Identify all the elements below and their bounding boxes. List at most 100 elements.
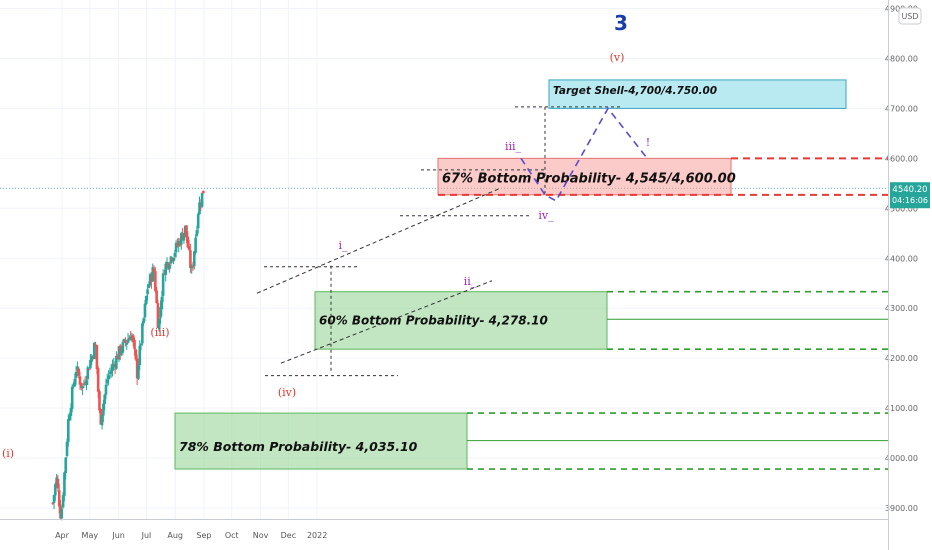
price-tick-label: 4000.00 xyxy=(885,454,918,463)
time-axis[interactable]: Apr May Jun Jul Aug Sep Oct Nov Dec 2022 xyxy=(0,519,888,541)
candle-body xyxy=(51,502,55,504)
price-tick-label: 4100.00 xyxy=(885,404,918,413)
candle-body xyxy=(146,289,149,295)
candle-body xyxy=(77,368,81,376)
candle-body xyxy=(182,232,186,241)
time-tick-label: 2022 xyxy=(307,531,327,540)
candle-body xyxy=(86,367,90,380)
candle-body xyxy=(121,341,125,353)
trend-lines xyxy=(256,187,501,364)
wave-degree-label: 3 xyxy=(614,11,628,35)
time-tick-label: Jun xyxy=(111,531,125,540)
candle-body xyxy=(111,364,114,372)
zone-label: 67% Bottom Probability- 4,545/4,600.00 xyxy=(442,171,736,186)
currency-label: USD xyxy=(901,12,918,21)
candle-body xyxy=(100,415,104,426)
candle-body xyxy=(143,303,147,318)
candle-body xyxy=(96,368,100,392)
candle-body xyxy=(126,339,130,343)
zone-box xyxy=(174,412,468,470)
candle-body xyxy=(191,265,195,267)
zone-label: Target Shell-4,700/4.750.00 xyxy=(553,85,717,97)
candle-body xyxy=(87,369,91,371)
candle-body xyxy=(137,365,140,379)
candle-body xyxy=(112,363,116,365)
candle-body xyxy=(142,318,145,324)
zone-box xyxy=(314,291,608,350)
currency-badge xyxy=(898,7,922,25)
candle-body xyxy=(139,343,143,346)
candle-body xyxy=(164,263,168,275)
channel-lower xyxy=(280,280,493,364)
candle-body xyxy=(157,318,161,330)
time-tick-label: Nov xyxy=(253,531,269,540)
candle-body xyxy=(168,265,171,269)
wave-label: ! xyxy=(646,136,650,149)
candle-body xyxy=(155,290,158,303)
price-tick-label: 4600.00 xyxy=(885,154,918,163)
candle-body xyxy=(196,213,200,229)
candle-body xyxy=(185,225,188,238)
candle-body xyxy=(154,271,157,292)
candle-body xyxy=(92,342,96,360)
candle-body xyxy=(105,379,109,383)
candle-body xyxy=(68,415,71,421)
annotations: (i) (iii) (iv) (v) i_ ii_ iii_ iv_! 3 xyxy=(2,11,650,460)
candle-body xyxy=(198,202,201,215)
candle-body xyxy=(76,366,79,371)
price-tick-label: 3900.00 xyxy=(885,504,918,513)
candle-body xyxy=(81,386,84,389)
candle-body xyxy=(172,257,175,262)
candle-body xyxy=(156,303,160,328)
wave-label: (i) xyxy=(2,447,14,460)
candle-body xyxy=(124,340,127,343)
candle-body xyxy=(195,230,199,236)
candle-body xyxy=(134,349,138,360)
candle-body xyxy=(103,394,106,405)
candle-body xyxy=(95,344,99,370)
last-price-badge xyxy=(890,182,930,209)
price-tick-label: 4200.00 xyxy=(885,354,918,363)
time-tick-label: Jul xyxy=(141,531,152,540)
price-tick-label: 4700.00 xyxy=(885,104,918,113)
candle-body xyxy=(104,384,108,395)
candle-body xyxy=(200,192,204,207)
time-tick-label: Dec xyxy=(281,531,296,540)
candle-body xyxy=(193,251,196,267)
candle-body xyxy=(67,419,70,443)
candle-body xyxy=(144,295,148,305)
projection-line xyxy=(520,106,649,202)
candle-body xyxy=(189,250,192,269)
candle-body xyxy=(54,484,57,496)
candle-body xyxy=(125,342,129,345)
candle-body xyxy=(56,478,60,489)
wave-label: iii_ xyxy=(505,140,522,153)
candle-body xyxy=(141,323,144,344)
candle-body xyxy=(133,340,136,350)
zone-label: 60% Bottom Probability- 4,278.10 xyxy=(319,314,548,328)
candle-body xyxy=(82,383,86,385)
candle-body xyxy=(52,495,56,504)
wave-label: iv_ xyxy=(538,209,554,222)
candle-body xyxy=(151,267,155,282)
candle-body xyxy=(73,378,77,387)
time-tick-label: Sep xyxy=(196,531,211,540)
candle-body xyxy=(118,345,122,356)
candles xyxy=(51,190,205,521)
candle-body xyxy=(61,495,65,508)
candle-body xyxy=(89,359,92,369)
candle-body xyxy=(187,246,191,250)
price-axis[interactable]: 3900.00 4000.00 4100.00 4200.00 4300.00 4400.… xyxy=(885,0,930,550)
candle-body xyxy=(173,253,177,257)
price-tick-label: 4300.00 xyxy=(885,304,918,313)
price-tick-label: 4500.00 xyxy=(885,204,918,213)
candle-body xyxy=(65,441,69,457)
candle-body xyxy=(160,296,164,310)
candle-body xyxy=(79,382,83,388)
candle-body xyxy=(161,273,165,296)
candle-body xyxy=(74,371,78,378)
candle-body xyxy=(107,375,110,380)
wave-label: ii_ xyxy=(464,275,477,288)
candle-body xyxy=(63,472,66,496)
